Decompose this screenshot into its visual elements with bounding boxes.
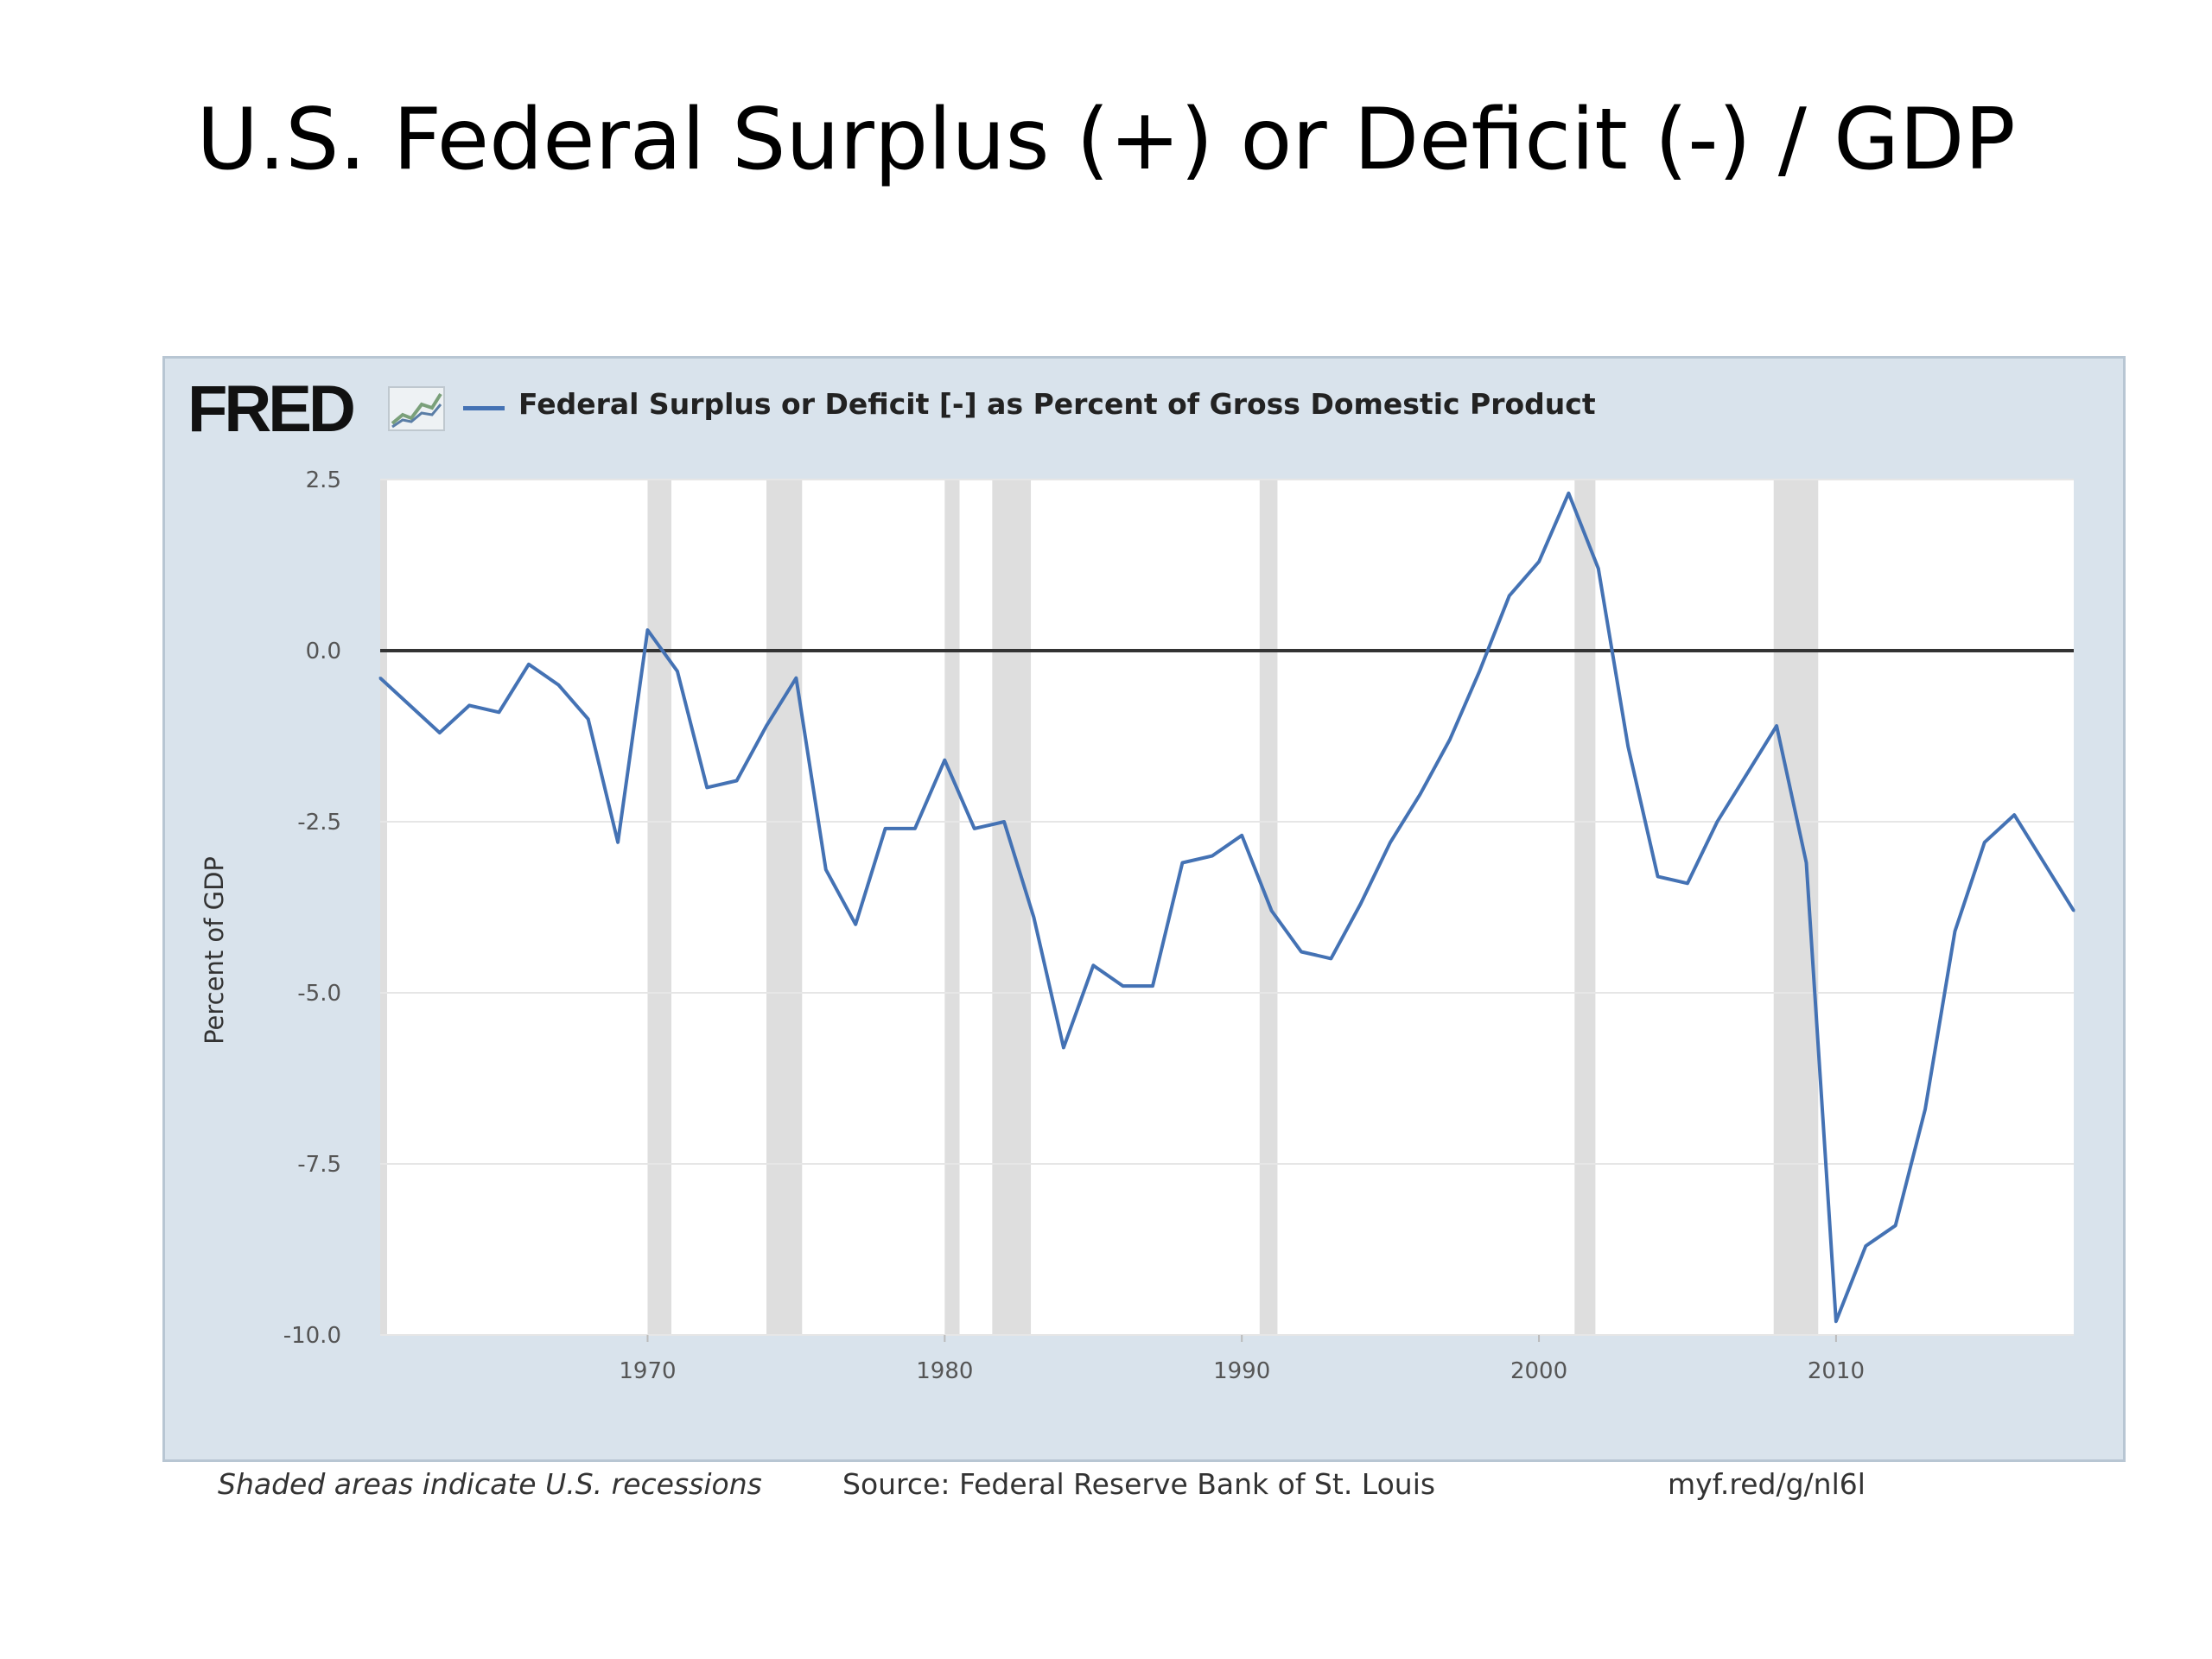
data-point [1983, 841, 1986, 844]
data-point [1864, 1244, 1867, 1248]
data-point [1329, 957, 1332, 960]
recession-band [1574, 480, 1596, 1335]
y-tick-label: 0.0 [306, 639, 341, 664]
data-point [1211, 855, 1214, 858]
y-tick-label: -5.0 [297, 981, 341, 1007]
data-point [1062, 1046, 1065, 1049]
data-point [1597, 567, 1600, 570]
data-point [973, 827, 976, 830]
data-point [794, 677, 798, 680]
x-tick-label: 1970 [619, 1358, 676, 1384]
data-point [1894, 1224, 1897, 1227]
data-point [1419, 792, 1422, 796]
data-point [1359, 902, 1363, 906]
x-tick-label: 2010 [1808, 1358, 1865, 1384]
data-point [1478, 670, 1481, 673]
recession-band [766, 480, 803, 1335]
data-point [2043, 861, 2046, 865]
data-point [1953, 930, 1956, 933]
fred-logo-chart-icon [388, 386, 445, 431]
data-point [884, 827, 887, 830]
data-point [408, 703, 411, 707]
data-point [1270, 909, 1274, 912]
data-point [527, 663, 531, 666]
data-point [1448, 738, 1452, 741]
legend-label: Federal Surplus or Deficit [-] as Percen… [518, 387, 1596, 421]
data-point [1567, 492, 1570, 495]
data-point [1180, 861, 1184, 865]
data-point [2012, 813, 2016, 817]
data-point [1775, 724, 1778, 728]
series-line [378, 491, 2075, 1324]
x-tick-label: 2000 [1510, 1358, 1567, 1384]
data-point [943, 759, 946, 762]
data-point [1626, 745, 1630, 748]
footer-recession-note: Shaded areas indicate U.S. recessions [218, 1467, 762, 1501]
data-point [1745, 772, 1749, 776]
x-tick-label: 1980 [916, 1358, 973, 1384]
data-point [735, 779, 739, 782]
data-point [1122, 984, 1125, 988]
fred-logo: FRED [188, 372, 356, 446]
data-point [765, 724, 768, 728]
y-axis-label: Percent of GDP [200, 856, 229, 1045]
data-point [1715, 820, 1719, 823]
plot-area [380, 480, 2074, 1335]
data-point [556, 683, 560, 687]
data-point [1300, 950, 1303, 953]
data-point [616, 841, 620, 844]
recession-band [944, 480, 960, 1335]
data-point [1923, 1108, 1927, 1111]
recession-band [380, 480, 387, 1335]
data-point [1805, 861, 1808, 865]
slide-title: U.S. Federal Surplus (+) or Deficit (-) … [196, 91, 2016, 189]
data-point [498, 710, 501, 714]
data-point [2072, 909, 2075, 912]
data-point [1834, 1319, 1838, 1323]
footer-source: Source: Federal Reserve Bank of St. Loui… [842, 1467, 1436, 1501]
data-point [1508, 594, 1511, 598]
y-tick-label: -10.0 [283, 1323, 341, 1349]
recession-band [647, 480, 671, 1335]
data-point [1002, 820, 1006, 823]
data-point [378, 677, 382, 680]
y-tick-label: -7.5 [297, 1152, 341, 1178]
data-point [676, 670, 679, 673]
recession-band [1773, 480, 1819, 1335]
footer-short-link[interactable]: myf.red/g/nl6l [1668, 1467, 1866, 1501]
data-point [1091, 963, 1095, 967]
recession-band [992, 480, 1032, 1335]
data-point [1032, 916, 1035, 919]
data-point [1151, 984, 1154, 988]
data-point [854, 923, 857, 926]
data-point [824, 868, 828, 871]
data-point [705, 785, 709, 789]
data-point [438, 731, 442, 734]
y-tick-label: -2.5 [297, 810, 341, 836]
data-point [587, 717, 590, 721]
y-tick-label: 2.5 [306, 467, 341, 493]
data-point [1686, 881, 1689, 885]
data-point [1537, 560, 1541, 563]
data-point [913, 827, 917, 830]
x-tick-label: 1990 [1213, 1358, 1270, 1384]
data-point [1389, 841, 1392, 844]
data-point [1656, 874, 1660, 878]
data-point [645, 628, 649, 632]
data-point [1240, 834, 1243, 837]
data-point [467, 703, 471, 707]
legend-swatch [463, 406, 505, 410]
